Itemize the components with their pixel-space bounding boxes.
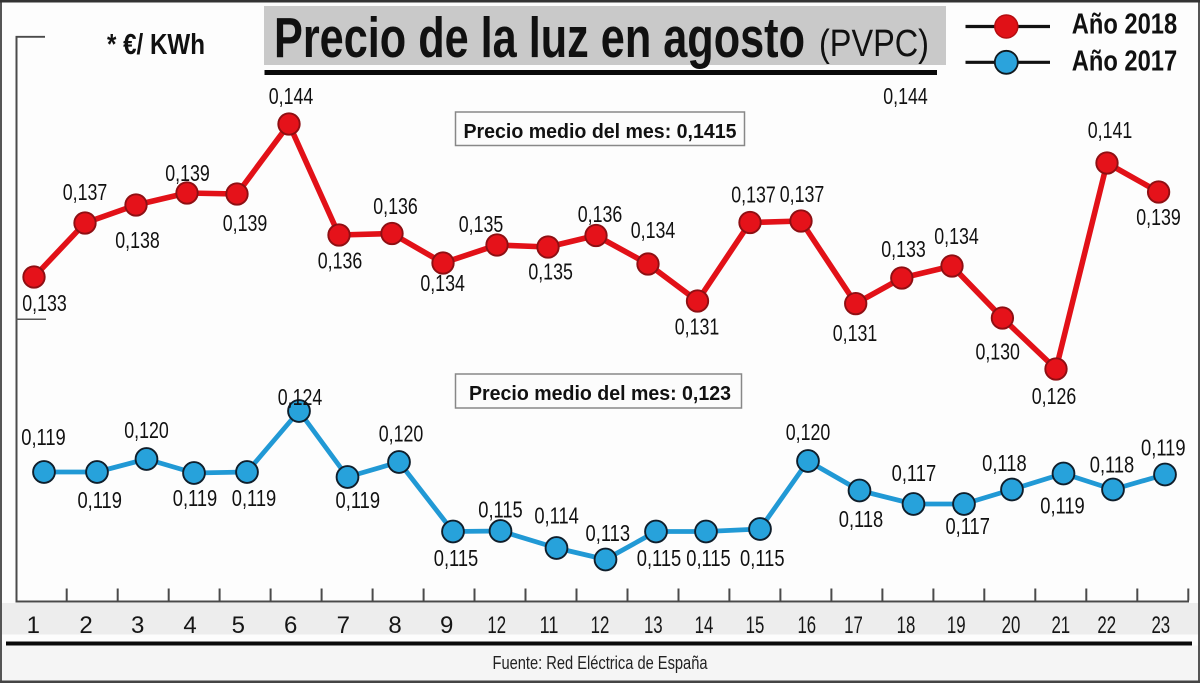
svg-text:0,120: 0,120 [786,419,831,445]
svg-text:Precio medio del mes: 0,1415: Precio medio del mes: 0,1415 [464,121,737,143]
svg-text:0,114: 0,114 [534,503,579,529]
svg-text:0,119: 0,119 [232,485,277,511]
svg-text:0,141: 0,141 [1088,117,1133,143]
svg-text:11: 11 [540,612,559,639]
svg-text:20: 20 [1002,612,1021,639]
svg-text:0,118: 0,118 [839,506,884,532]
svg-text:0,124: 0,124 [278,384,323,410]
svg-text:0,137: 0,137 [63,179,108,205]
svg-text:0,115: 0,115 [740,545,785,571]
svg-text:0,119: 0,119 [336,487,381,513]
svg-text:0,119: 0,119 [173,485,218,511]
svg-text:0,115: 0,115 [686,545,731,571]
svg-text:0,131: 0,131 [675,314,720,340]
svg-text:2: 2 [79,612,92,639]
svg-text:22: 22 [1097,612,1116,639]
svg-text:0,126: 0,126 [1032,383,1077,409]
svg-text:0,139: 0,139 [1136,204,1181,230]
svg-text:Precio de la luz en agosto: Precio de la luz en agosto [274,6,805,70]
svg-text:0,136: 0,136 [373,193,418,219]
svg-text:0,117: 0,117 [945,513,990,539]
svg-text:0,117: 0,117 [892,460,937,486]
svg-text:0,133: 0,133 [881,236,926,262]
svg-text:0,119: 0,119 [21,424,66,450]
svg-text:6: 6 [284,612,297,639]
svg-text:0,119: 0,119 [1040,493,1085,519]
svg-text:* €/ KWh: * €/ KWh [107,29,205,61]
svg-text:4: 4 [183,612,196,639]
svg-text:0,115: 0,115 [478,497,523,523]
svg-text:0,138: 0,138 [115,227,160,253]
svg-text:0,118: 0,118 [1090,452,1135,478]
svg-text:0,118: 0,118 [982,450,1027,476]
svg-text:0,133: 0,133 [22,290,67,316]
svg-text:0,135: 0,135 [459,211,504,237]
svg-text:21: 21 [1051,612,1070,639]
svg-text:3: 3 [131,612,144,639]
svg-text:0,130: 0,130 [975,339,1020,365]
svg-text:0,120: 0,120 [124,417,169,443]
svg-text:Fuente: Red Eléctrica de Españ: Fuente: Red Eléctrica de España [493,653,709,673]
svg-text:0,139: 0,139 [165,160,210,186]
svg-text:1: 1 [27,612,40,639]
svg-text:0,144: 0,144 [269,83,314,109]
svg-text:7: 7 [337,612,350,639]
svg-text:0,134: 0,134 [631,217,676,243]
svg-text:19: 19 [947,612,966,639]
svg-text:18: 18 [897,612,916,639]
svg-text:Año 2017: Año 2017 [1072,45,1178,77]
svg-text:23: 23 [1151,612,1170,639]
svg-text:0,137: 0,137 [780,181,825,207]
svg-text:Año 2018: Año 2018 [1072,9,1178,41]
svg-text:Precio medio del mes: 0,123: Precio medio del mes: 0,123 [469,383,731,405]
svg-text:0,136: 0,136 [318,248,363,274]
svg-text:0,119: 0,119 [77,487,122,513]
svg-text:0,139: 0,139 [223,210,268,236]
svg-text:0,137: 0,137 [731,182,776,208]
svg-text:0,113: 0,113 [586,520,631,546]
svg-text:0,115: 0,115 [637,545,682,571]
svg-text:12: 12 [591,612,610,639]
svg-text:17: 17 [844,612,863,639]
svg-text:0,115: 0,115 [434,545,479,571]
svg-text:0,135: 0,135 [528,259,573,285]
svg-text:8: 8 [388,612,401,639]
svg-text:16: 16 [797,612,816,639]
svg-text:0,134: 0,134 [934,223,979,249]
svg-text:0,119: 0,119 [1141,435,1186,461]
svg-text:0,144: 0,144 [883,83,928,109]
svg-text:13: 13 [644,612,663,639]
svg-text:9: 9 [440,612,453,639]
svg-text:0,136: 0,136 [578,201,623,227]
svg-text:12: 12 [487,612,506,639]
svg-text:14: 14 [695,612,714,639]
svg-text:0,131: 0,131 [833,320,878,346]
svg-text:0,134: 0,134 [420,270,465,296]
svg-text:5: 5 [232,612,245,639]
svg-text:(PVPC): (PVPC) [819,23,929,65]
svg-text:0,120: 0,120 [379,421,424,447]
svg-text:15: 15 [746,612,765,639]
